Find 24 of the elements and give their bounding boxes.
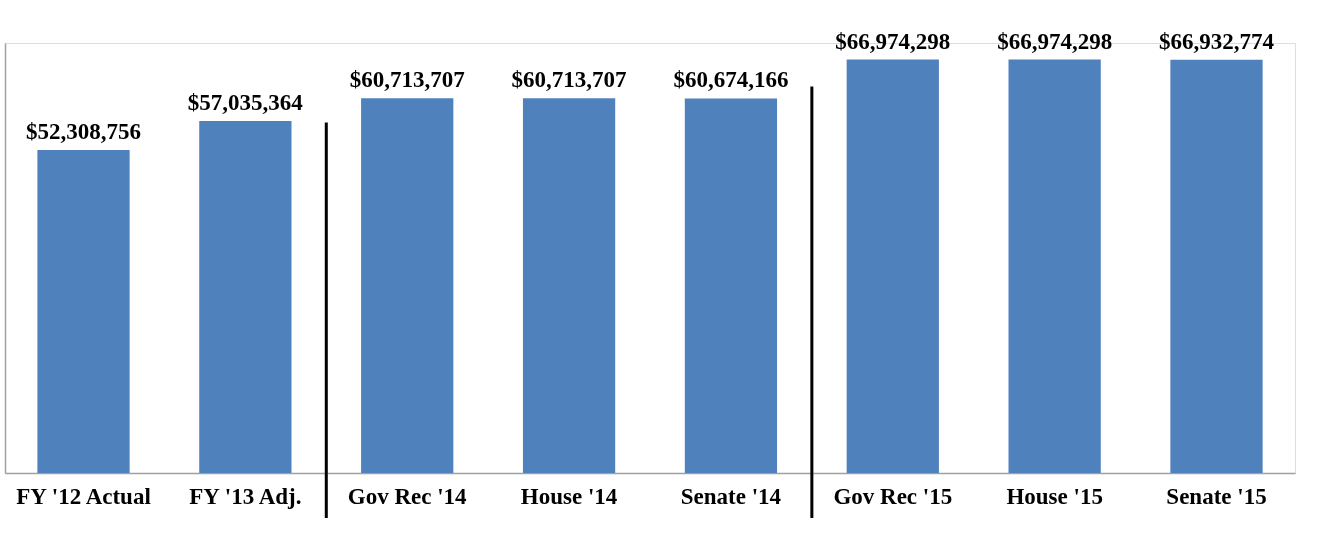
x-tick-label: Gov Rec '15 xyxy=(833,483,953,509)
data-label: $66,974,298 xyxy=(835,28,951,54)
data-label: $60,713,707 xyxy=(349,67,465,93)
bar xyxy=(846,59,939,473)
x-tick-label: House '14 xyxy=(520,483,618,509)
bar xyxy=(684,98,778,473)
bar xyxy=(361,98,454,473)
data-label: $57,035,364 xyxy=(187,89,304,115)
x-tick-label: FY '12 Actual xyxy=(16,483,151,509)
x-tick-label: Gov Rec '14 xyxy=(347,483,468,509)
bar xyxy=(1170,59,1263,473)
data-label: $52,308,756 xyxy=(26,119,141,145)
bar xyxy=(1008,59,1101,473)
x-tick-label: Senate '14 xyxy=(680,483,782,509)
bar xyxy=(522,98,616,473)
x-tick-label: House '15 xyxy=(1006,483,1103,509)
data-label: $60,674,166 xyxy=(673,67,789,93)
x-tick-label: FY '13 Adj. xyxy=(189,483,302,509)
bar xyxy=(199,120,292,473)
data-label: $66,932,774 xyxy=(1159,28,1275,54)
data-label: $66,974,298 xyxy=(997,28,1113,54)
data-label: $60,713,707 xyxy=(511,67,627,93)
x-tick-label: Senate '15 xyxy=(1166,483,1267,509)
bar xyxy=(37,150,130,473)
